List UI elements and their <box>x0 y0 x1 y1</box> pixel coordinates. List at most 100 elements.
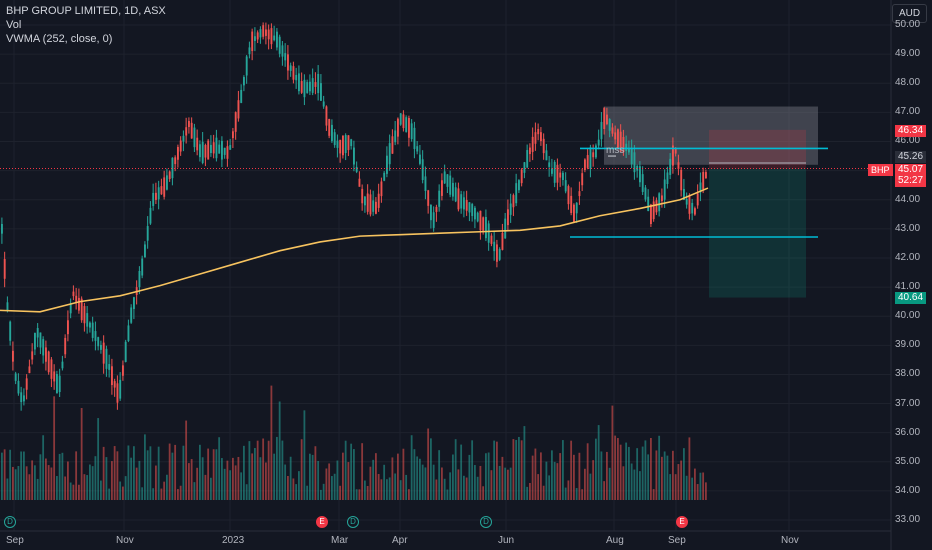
candle-body <box>23 395 25 402</box>
volume-bar <box>111 461 113 500</box>
vwma-legend[interactable]: VWMA (252, close, 0) <box>6 33 113 45</box>
candle-body <box>248 47 251 55</box>
volume-bar <box>317 460 320 500</box>
volume-bar <box>207 448 210 500</box>
volume-bars <box>1 385 707 500</box>
candle-body <box>441 180 443 196</box>
volume-bar <box>430 438 432 500</box>
dividend-event-marker[interactable]: D <box>347 516 359 528</box>
candle-body <box>223 147 226 155</box>
candle-body <box>424 176 427 191</box>
candle-body <box>311 78 314 93</box>
candle-body <box>75 295 78 303</box>
candle-body <box>91 322 94 338</box>
volume-bar <box>122 486 124 500</box>
candle-body <box>221 140 223 160</box>
candle-body <box>564 180 567 192</box>
volume-bar <box>281 440 284 500</box>
volume-bar <box>537 474 540 500</box>
candle-body <box>688 196 691 214</box>
candle-body <box>562 172 564 181</box>
volume-bar <box>427 428 430 500</box>
volume-bar <box>78 484 80 500</box>
vwma-line <box>0 187 709 313</box>
candle-body <box>680 169 683 191</box>
candle-body <box>9 321 12 341</box>
volume-bar <box>89 464 91 500</box>
volume-bar <box>383 464 386 500</box>
volume-bar <box>663 451 666 500</box>
candle-body <box>443 171 446 184</box>
volume-bar <box>25 466 28 500</box>
candle-body <box>344 135 347 154</box>
candle-body <box>438 190 441 207</box>
symbol-title[interactable]: BHP GROUP LIMITED, 1D, ASX <box>6 5 166 17</box>
candle-body <box>83 306 86 324</box>
candle-body <box>578 191 581 197</box>
price-axis-tick: 36.00 <box>895 426 921 438</box>
candle-body <box>190 122 193 139</box>
candle-body <box>113 381 116 388</box>
time-axis-tick: Mar <box>331 535 349 546</box>
candle-body <box>39 332 42 348</box>
candle-body <box>17 380 20 394</box>
candle-body <box>531 136 534 152</box>
price-axis-tick: 49.00 <box>895 48 921 60</box>
candle-body <box>639 166 641 183</box>
volume-bar <box>518 436 520 500</box>
candle-body <box>174 157 177 165</box>
earnings-event-marker[interactable]: E <box>316 516 328 528</box>
dividend-event-marker[interactable]: D <box>480 516 492 528</box>
volume-bar <box>3 449 6 500</box>
volume-bar <box>551 450 553 500</box>
candle-body <box>281 45 284 57</box>
volume-bar <box>482 486 485 500</box>
volume-bar <box>600 451 603 500</box>
candle-body <box>287 54 289 71</box>
volume-bar <box>405 474 408 500</box>
candle-body <box>628 148 630 153</box>
price-axis-tick: 44.00 <box>895 193 921 205</box>
candle-body <box>325 106 328 126</box>
candle-body <box>295 74 298 81</box>
currency-button[interactable]: AUD <box>892 4 927 23</box>
volume-bar <box>34 465 36 500</box>
candle-body <box>234 112 237 132</box>
time-axis-tick: Jun <box>498 535 515 546</box>
supply-zone-box <box>604 106 818 165</box>
candle-body <box>149 207 152 224</box>
volume-bar <box>243 445 245 500</box>
volume-bar <box>471 440 474 500</box>
volume-bar <box>102 446 105 500</box>
volume-bar <box>130 457 133 500</box>
volume-bar <box>237 456 240 500</box>
volume-bar <box>347 462 350 500</box>
candle-body <box>3 258 6 279</box>
volume-bar <box>306 485 309 500</box>
candle-body <box>152 192 155 206</box>
volume-bar <box>61 452 64 500</box>
candle-body <box>540 132 542 142</box>
price-axis-tick: 46.00 <box>895 135 921 147</box>
volume-bar <box>388 477 391 500</box>
volume-bar <box>278 401 281 500</box>
volume-bar <box>116 451 119 500</box>
candle-body <box>265 29 267 36</box>
candle-body <box>278 36 281 54</box>
volume-bar <box>218 437 221 500</box>
volume-bar <box>501 456 504 500</box>
volume-legend[interactable]: Vol <box>6 19 22 31</box>
volume-bar <box>12 466 14 500</box>
volume-bar <box>17 466 20 500</box>
volume-bar <box>163 481 166 500</box>
volume-bar <box>584 468 586 500</box>
candle-body <box>243 77 245 86</box>
earnings-event-marker[interactable]: E <box>676 516 688 528</box>
candle-body <box>551 168 553 174</box>
dividend-event-marker[interactable]: D <box>4 516 16 528</box>
volume-bar <box>289 456 292 500</box>
candle-body <box>89 322 91 328</box>
volume-bar <box>419 458 421 500</box>
volume-bar <box>377 474 380 500</box>
